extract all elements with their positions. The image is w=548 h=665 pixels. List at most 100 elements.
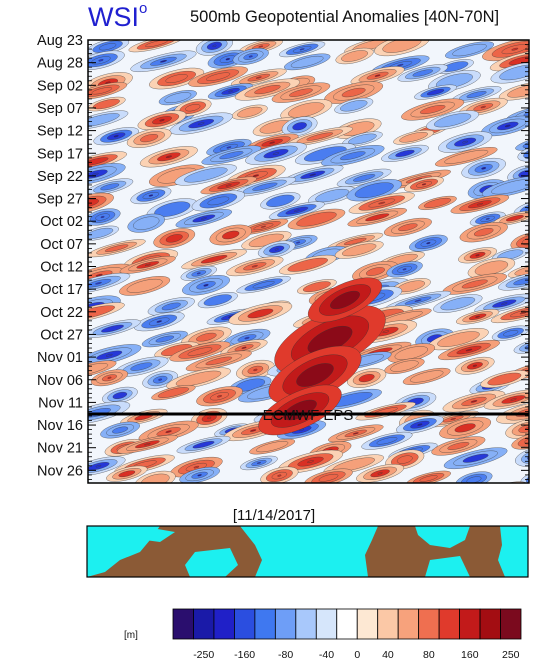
anomaly-contour bbox=[187, 347, 213, 356]
anomaly-contour bbox=[462, 453, 489, 463]
anomaly-contour bbox=[485, 218, 490, 220]
anomaly-contour bbox=[92, 172, 99, 176]
anomaly-contour bbox=[155, 491, 175, 501]
anomaly-contour bbox=[260, 225, 267, 228]
anomaly-contour bbox=[462, 140, 468, 144]
anomaly-contour bbox=[288, 102, 325, 118]
colorbar-tick-label: -160 bbox=[234, 649, 255, 661]
anomaly-contour bbox=[226, 146, 232, 149]
anomaly-contour bbox=[414, 299, 422, 302]
anomaly-contour bbox=[377, 472, 383, 475]
colorbar-tick-label: 0 bbox=[354, 649, 360, 661]
anomaly-contour bbox=[358, 374, 375, 383]
anomaly-contour bbox=[133, 216, 160, 230]
anomaly-contour bbox=[417, 423, 423, 426]
anomaly-contour bbox=[88, 227, 114, 239]
anomaly-contour bbox=[499, 485, 515, 493]
anomaly-contour bbox=[348, 133, 377, 145]
anomaly-contour bbox=[272, 152, 280, 155]
anomaly-contour bbox=[525, 472, 529, 483]
anomaly-contour bbox=[140, 473, 170, 483]
anomaly-contour bbox=[247, 498, 253, 501]
anomaly-contour bbox=[514, 264, 529, 276]
anomaly-contour bbox=[253, 368, 258, 372]
anomaly-contour bbox=[258, 45, 264, 48]
anomaly-contour bbox=[256, 441, 289, 453]
anomaly-contour bbox=[395, 149, 415, 157]
anomaly-contour bbox=[340, 151, 366, 161]
anomaly-contour bbox=[382, 330, 390, 333]
y-tick-label: Nov 16 bbox=[37, 418, 83, 434]
anomaly-contour bbox=[252, 182, 278, 191]
anomaly-contour bbox=[453, 483, 517, 508]
colorbar: -250 -160 -80 -40 0 40 80 160 250 bbox=[172, 608, 522, 661]
y-tick-label: Sep 17 bbox=[37, 146, 83, 162]
y-tick-label: Nov 01 bbox=[37, 350, 83, 366]
y-tick-label: Nov 21 bbox=[37, 441, 83, 457]
anomaly-contour bbox=[516, 234, 529, 248]
y-tick-label: Sep 12 bbox=[37, 124, 83, 140]
anomaly-contour bbox=[454, 423, 476, 433]
anomaly-contour bbox=[207, 196, 230, 206]
anomaly-contour bbox=[503, 330, 519, 337]
anomaly-contour bbox=[506, 215, 524, 222]
anomaly-contour bbox=[466, 91, 487, 98]
anomaly-contour bbox=[222, 230, 240, 240]
colorbar-swatch bbox=[397, 608, 420, 640]
colorbar-tick-label: -250 bbox=[193, 649, 214, 661]
anomaly-contour bbox=[247, 308, 274, 319]
anomaly-contour bbox=[402, 268, 407, 271]
anomaly-contour bbox=[274, 248, 279, 251]
anomaly-contour bbox=[100, 183, 120, 191]
anomaly-contour bbox=[197, 474, 202, 477]
colorbar-swatch bbox=[336, 608, 358, 640]
anomaly-contour bbox=[144, 263, 151, 266]
anomaly-contour bbox=[130, 362, 153, 371]
colorbar-tick-label: -80 bbox=[278, 649, 293, 661]
y-tick-label: Nov 11 bbox=[38, 395, 83, 411]
anomaly-contour bbox=[144, 443, 151, 446]
anomaly-contour bbox=[296, 211, 337, 227]
colorbar-swatch bbox=[295, 608, 317, 640]
colorbar-swatch bbox=[234, 608, 256, 640]
anomaly-contour bbox=[527, 452, 529, 461]
anomaly-contour bbox=[493, 482, 522, 496]
anomaly-contour bbox=[365, 213, 390, 222]
anomaly-contour bbox=[277, 474, 282, 477]
anomaly-contour bbox=[113, 135, 119, 138]
region-map bbox=[86, 525, 529, 578]
anomaly-contour bbox=[397, 63, 404, 67]
anomaly-contour bbox=[155, 335, 175, 343]
anomaly-contour bbox=[342, 243, 377, 257]
anomaly-contour bbox=[461, 279, 488, 289]
anomaly-contour bbox=[212, 44, 217, 47]
y-tick-label: Oct 27 bbox=[40, 327, 83, 343]
anomaly-contour bbox=[200, 255, 228, 264]
anomaly-contour bbox=[356, 492, 382, 504]
anomaly-contour bbox=[165, 155, 172, 158]
colorbar-swatch bbox=[274, 608, 297, 640]
anomaly-contour bbox=[101, 324, 124, 333]
anomaly-contour bbox=[203, 284, 209, 287]
anomaly-contour bbox=[487, 372, 522, 386]
anomaly-contour bbox=[437, 331, 480, 347]
anomaly-contour bbox=[534, 368, 540, 371]
anomaly-contour bbox=[165, 430, 172, 433]
anomaly-contour bbox=[182, 492, 208, 502]
anomaly-contour bbox=[530, 345, 534, 347]
anomaly-contour bbox=[200, 217, 207, 220]
anomaly-contour bbox=[207, 416, 212, 420]
anomaly-contour bbox=[252, 174, 259, 177]
colorbar-swatch bbox=[418, 608, 440, 640]
anomaly-contour bbox=[225, 58, 230, 61]
y-tick-label: Sep 27 bbox=[37, 192, 83, 208]
anomaly-contour bbox=[266, 194, 295, 207]
anomaly-contour bbox=[452, 44, 487, 57]
anomaly-contour bbox=[192, 441, 215, 449]
anomaly-contour bbox=[183, 167, 228, 183]
y-tick-label: Oct 02 bbox=[40, 214, 83, 230]
anomaly-contour bbox=[161, 302, 181, 311]
anomaly-contour bbox=[412, 69, 433, 77]
anomaly-contour bbox=[95, 273, 103, 277]
